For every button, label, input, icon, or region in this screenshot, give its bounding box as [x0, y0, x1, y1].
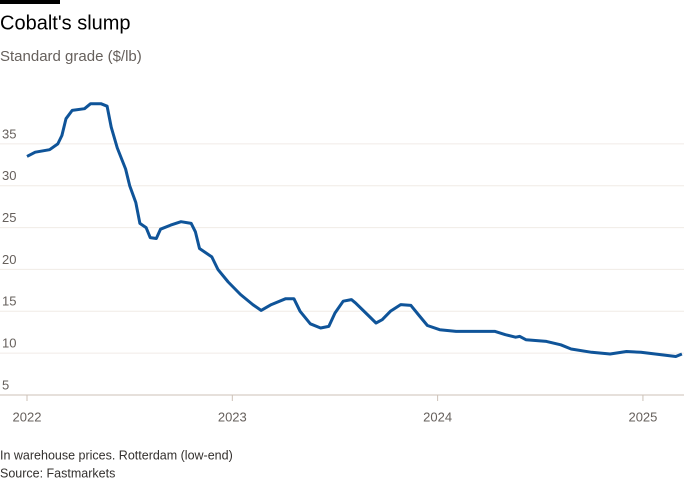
y-tick-label: 25	[2, 210, 16, 225]
y-tick-label: 30	[2, 168, 16, 183]
chart-source: Source: Fastmarkets	[0, 466, 115, 480]
x-tick-label: 2022	[13, 409, 42, 424]
chart-note: In warehouse prices. Rotterdam (low-end)	[0, 448, 233, 462]
chart-title: Cobalt's slump	[0, 12, 131, 34]
y-tick-label: 15	[2, 294, 16, 309]
y-tick-label: 10	[2, 336, 16, 351]
data-line	[26, 102, 683, 358]
y-tick-label: 20	[2, 252, 16, 267]
y-tick-label: 5	[2, 377, 9, 392]
chart-subtitle: Standard grade ($/lb)	[0, 48, 142, 65]
y-tick-label: 35	[2, 126, 16, 141]
x-tick-label: 2025	[628, 409, 657, 424]
x-tick-label: 2023	[218, 409, 247, 424]
x-tick-label: 2024	[423, 409, 452, 424]
brand-bar	[0, 0, 60, 4]
